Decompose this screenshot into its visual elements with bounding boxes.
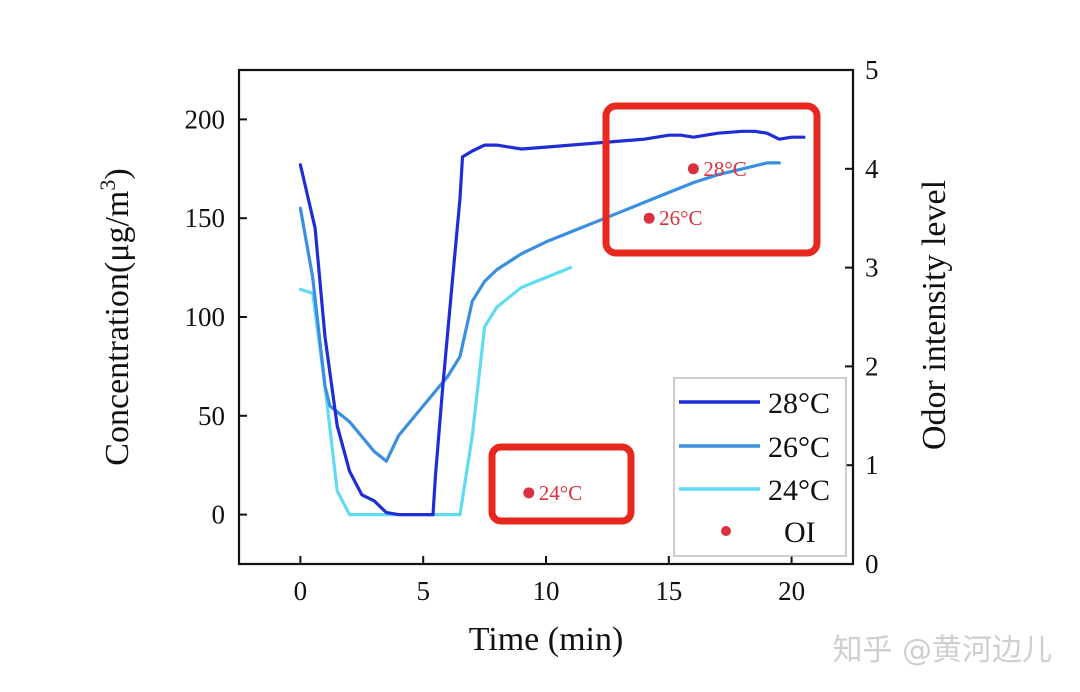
y-axis-title: Concentration(μg/m3) — [95, 168, 136, 465]
y2-tick-label: 2 — [865, 351, 879, 381]
oi-point-label: 28°C — [703, 157, 746, 181]
y2-axis-title: Odor intensity level — [916, 180, 953, 450]
oi-point-label: 24°C — [539, 481, 582, 505]
series-line-24c — [298, 266, 573, 517]
x-tick-label: 0 — [294, 576, 308, 606]
y-tick-label: 0 — [212, 500, 226, 530]
y2-tick-label: 0 — [865, 549, 879, 579]
x-tick-label: 10 — [533, 576, 560, 606]
series-line-28c — [298, 129, 806, 517]
y2-tick-label: 1 — [865, 450, 879, 480]
oi-point — [643, 212, 655, 224]
y2-tick-label: 5 — [865, 55, 879, 85]
oi-point-label: 26°C — [659, 206, 702, 230]
series-layer — [298, 129, 806, 517]
y2-tick-label: 3 — [865, 253, 879, 283]
legend-label-oi: OI — [784, 516, 816, 549]
legend-swatch-oi — [721, 526, 731, 536]
y-tick-label: 200 — [185, 104, 226, 134]
y-tick-label: 50 — [198, 401, 225, 431]
legend-label-26c: 26°C — [768, 431, 830, 464]
series-line-26c — [298, 161, 781, 463]
watermark-text: 知乎 @黄河边儿 — [832, 633, 1052, 668]
oi-point — [687, 163, 699, 175]
oi-points-layer: 24°C 26°C 28°C — [523, 157, 747, 505]
x-axis-title: Time (min) — [469, 621, 624, 658]
x-tick-label: 20 — [778, 576, 805, 606]
highlight-box-24c — [488, 443, 635, 525]
y-tick-label: 150 — [185, 203, 226, 233]
legend-frame — [673, 377, 847, 557]
highlight-box-top-right — [602, 102, 821, 257]
y2-tick-label: 4 — [865, 154, 879, 184]
x-tick-label: 5 — [416, 576, 430, 606]
legend-label-24c: 24°C — [768, 474, 830, 507]
legend-label-28c: 28°C — [768, 387, 830, 420]
legend: 28°C 26°C 24°C OI — [673, 377, 847, 557]
y-tick-label: 100 — [185, 302, 226, 332]
oi-point — [523, 487, 535, 499]
x-tick-label: 15 — [655, 576, 682, 606]
